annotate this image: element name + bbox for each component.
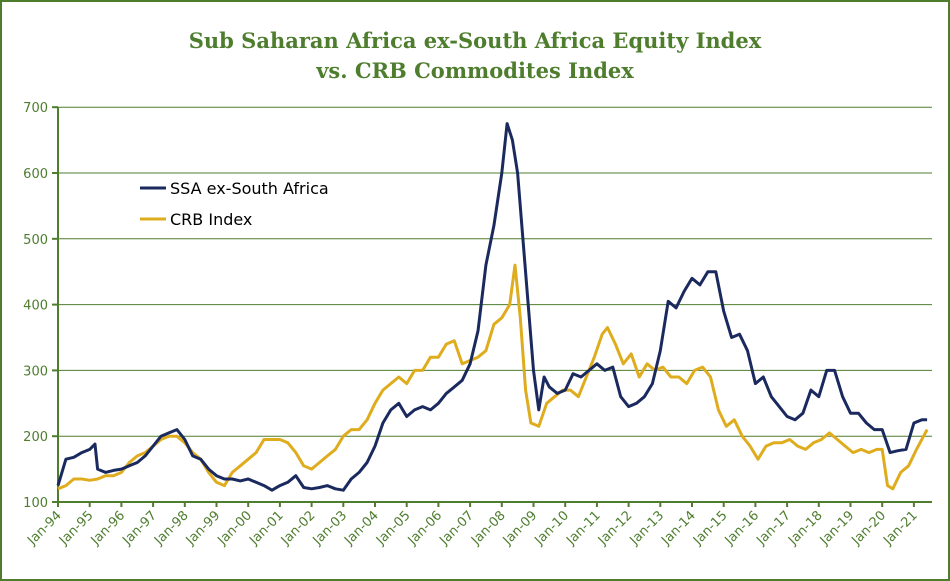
x-tick-label: Jan-09 bbox=[500, 508, 541, 549]
x-tick-label: Jan-12 bbox=[595, 508, 636, 549]
x-tick-label: Jan-03 bbox=[310, 508, 351, 549]
y-tick-label: 500 bbox=[23, 233, 48, 248]
x-tick-label: Jan-15 bbox=[690, 508, 731, 549]
x-tick-label: Jan-00 bbox=[215, 508, 256, 549]
x-tick-label: Jan-19 bbox=[817, 508, 858, 549]
x-tick-label: Jan-21 bbox=[880, 508, 921, 549]
series-line-ssa bbox=[56, 122, 928, 492]
x-tick-label: Jan-14 bbox=[658, 508, 699, 549]
y-tick-label: 300 bbox=[23, 364, 48, 379]
chart-title: Sub Saharan Africa ex-South Africa Equit… bbox=[2, 26, 948, 86]
x-tick-label: Jan-07 bbox=[436, 508, 477, 549]
x-tick-label: Jan-11 bbox=[563, 508, 604, 549]
y-tick-label: 100 bbox=[23, 496, 48, 511]
series-line-crb bbox=[57, 263, 929, 491]
x-tick-label: Jan-96 bbox=[88, 508, 129, 549]
x-tick-label: Jan-08 bbox=[468, 508, 509, 549]
x-tick-label: Jan-94 bbox=[24, 508, 65, 549]
y-tick-label: 200 bbox=[23, 430, 48, 445]
x-tick-label: Jan-01 bbox=[246, 508, 287, 549]
x-tick-label: Jan-99 bbox=[183, 508, 224, 549]
x-tick-label: Jan-05 bbox=[373, 508, 414, 549]
legend-label: CRB Index bbox=[170, 210, 252, 229]
y-tick-label: 700 bbox=[23, 101, 48, 116]
x-tick-label: Jan-98 bbox=[151, 508, 192, 549]
x-tick-label: Jan-13 bbox=[627, 508, 668, 549]
x-tick-label: Jan-06 bbox=[405, 508, 446, 549]
x-tick-label: Jan-95 bbox=[56, 508, 97, 549]
x-tick-label: Jan-10 bbox=[532, 508, 573, 549]
x-tick-label: Jan-04 bbox=[341, 508, 382, 549]
x-tick-label: Jan-97 bbox=[119, 508, 160, 549]
x-tick-label: Jan-20 bbox=[849, 508, 890, 549]
x-tick-label: Jan-17 bbox=[753, 508, 794, 549]
x-tick-label: Jan-16 bbox=[722, 508, 763, 549]
legend-label: SSA ex-South Africa bbox=[170, 179, 329, 198]
title-line-2: vs. CRB Commodites Index bbox=[316, 58, 634, 83]
title-line-1: Sub Saharan Africa ex-South Africa Equit… bbox=[188, 28, 762, 53]
y-tick-label: 600 bbox=[23, 167, 48, 182]
x-tick-label: Jan-02 bbox=[278, 508, 319, 549]
x-tick-label: Jan-18 bbox=[785, 508, 826, 549]
y-tick-label: 400 bbox=[23, 299, 48, 314]
